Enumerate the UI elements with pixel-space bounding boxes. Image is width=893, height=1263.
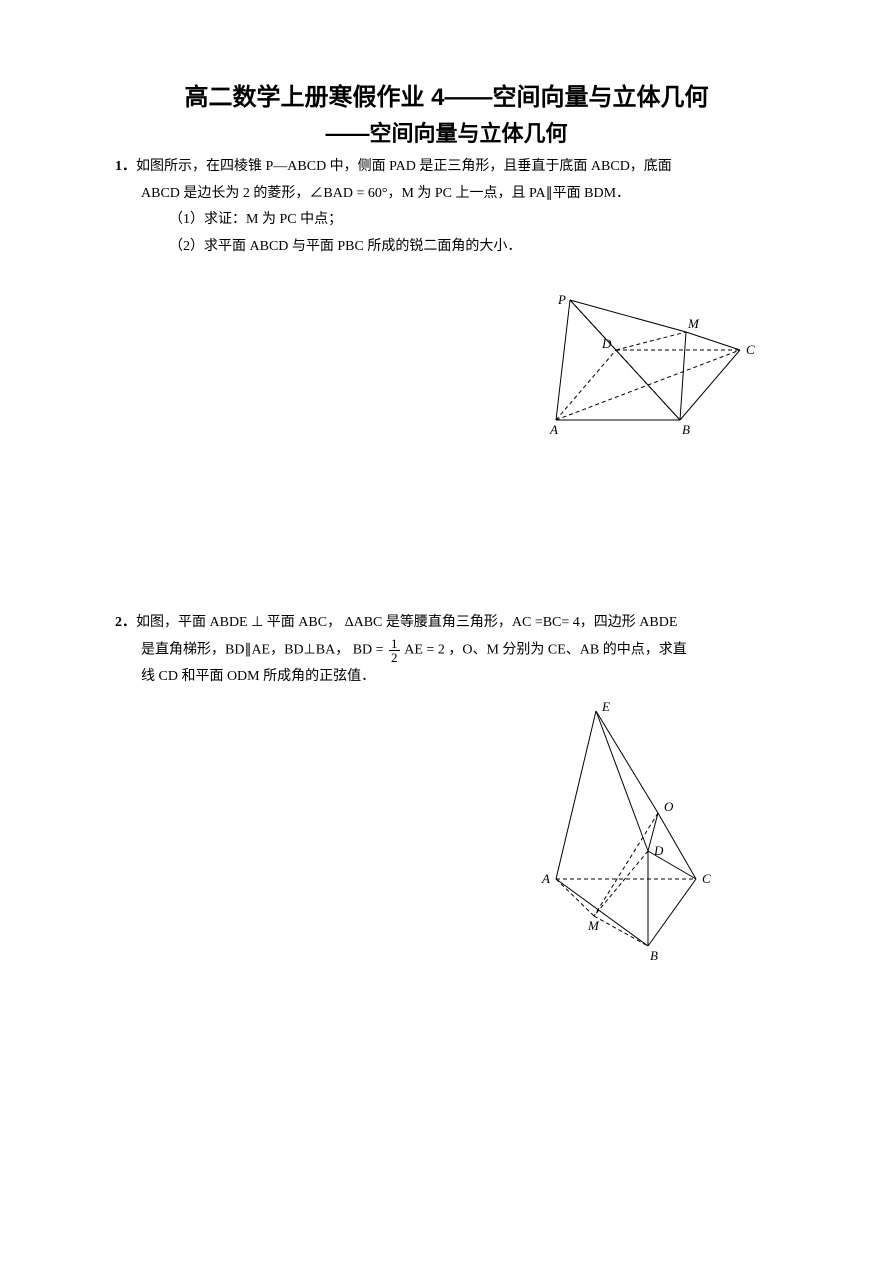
problem-1-diagram: P M C D A B	[508, 290, 758, 440]
title-main: 高二数学上册寒假作业 4——空间向量与立体几何	[115, 80, 778, 116]
problem-2-line-0: 2．如图，平面 ABDE ⊥ 平面 ABC， ΔABC 是等腰直角三角形，AC …	[115, 610, 778, 637]
problem-2-diagram: E O D A C M B	[528, 701, 718, 961]
problem-1-line-2: （1）求证：M 为 PC 中点；	[115, 207, 778, 234]
problem-2: 2．如图，平面 ABDE ⊥ 平面 ABC， ΔABC 是等腰直角三角形，AC …	[115, 610, 778, 691]
problem-1-diagram-container: P M C D A B	[115, 290, 778, 440]
svg-text:O: O	[664, 799, 674, 814]
problem-1-number: 1．	[115, 159, 136, 174]
problem-1-line-0: 1．如图所示，在四棱锥 P—ABCD 中，侧面 PAD 是正三角形，且垂直于底面…	[115, 154, 778, 181]
problem-1-line-3: （2）求平面 ABCD 与平面 PBC 所成的锐二面角的大小．	[115, 234, 778, 261]
fraction-one-half: 12	[389, 637, 400, 664]
svg-text:B: B	[682, 422, 690, 437]
problem-2-number: 2．	[115, 615, 136, 630]
svg-text:A: A	[541, 871, 550, 886]
svg-text:B: B	[650, 948, 658, 961]
problem-2-diagram-container: E O D A C M B	[115, 701, 778, 961]
svg-text:P: P	[557, 292, 566, 307]
problem-2-line-1: 是直角梯形，BD∥AE，BD⊥BA， BD = 12 AE = 2 ，O、M 分…	[115, 637, 778, 664]
svg-text:D: D	[601, 336, 612, 351]
svg-text:E: E	[601, 701, 610, 714]
svg-text:D: D	[653, 843, 664, 858]
problem-2-text-0: 如图，平面 ABDE ⊥ 平面 ABC， ΔABC 是等腰直角三角形，AC =B…	[136, 615, 677, 630]
problem-2-line-2: 线 CD 和平面 ODM 所成角的正弦值．	[115, 664, 778, 691]
svg-text:C: C	[746, 342, 755, 357]
problem-1-line-1: ABCD 是边长为 2 的菱形，∠BAD = 60°，M 为 PC 上一点，且 …	[115, 181, 778, 208]
title-sub: ——空间向量与立体几何	[115, 116, 778, 148]
svg-text:A: A	[549, 422, 558, 437]
problem-1: 1．如图所示，在四棱锥 P—ABCD 中，侧面 PAD 是正三角形，且垂直于底面…	[115, 154, 778, 260]
svg-text:C: C	[702, 871, 711, 886]
svg-text:M: M	[687, 316, 700, 331]
problem-1-text-0: 如图所示，在四棱锥 P—ABCD 中，侧面 PAD 是正三角形，且垂直于底面 A…	[136, 159, 672, 174]
svg-text:M: M	[587, 918, 600, 933]
